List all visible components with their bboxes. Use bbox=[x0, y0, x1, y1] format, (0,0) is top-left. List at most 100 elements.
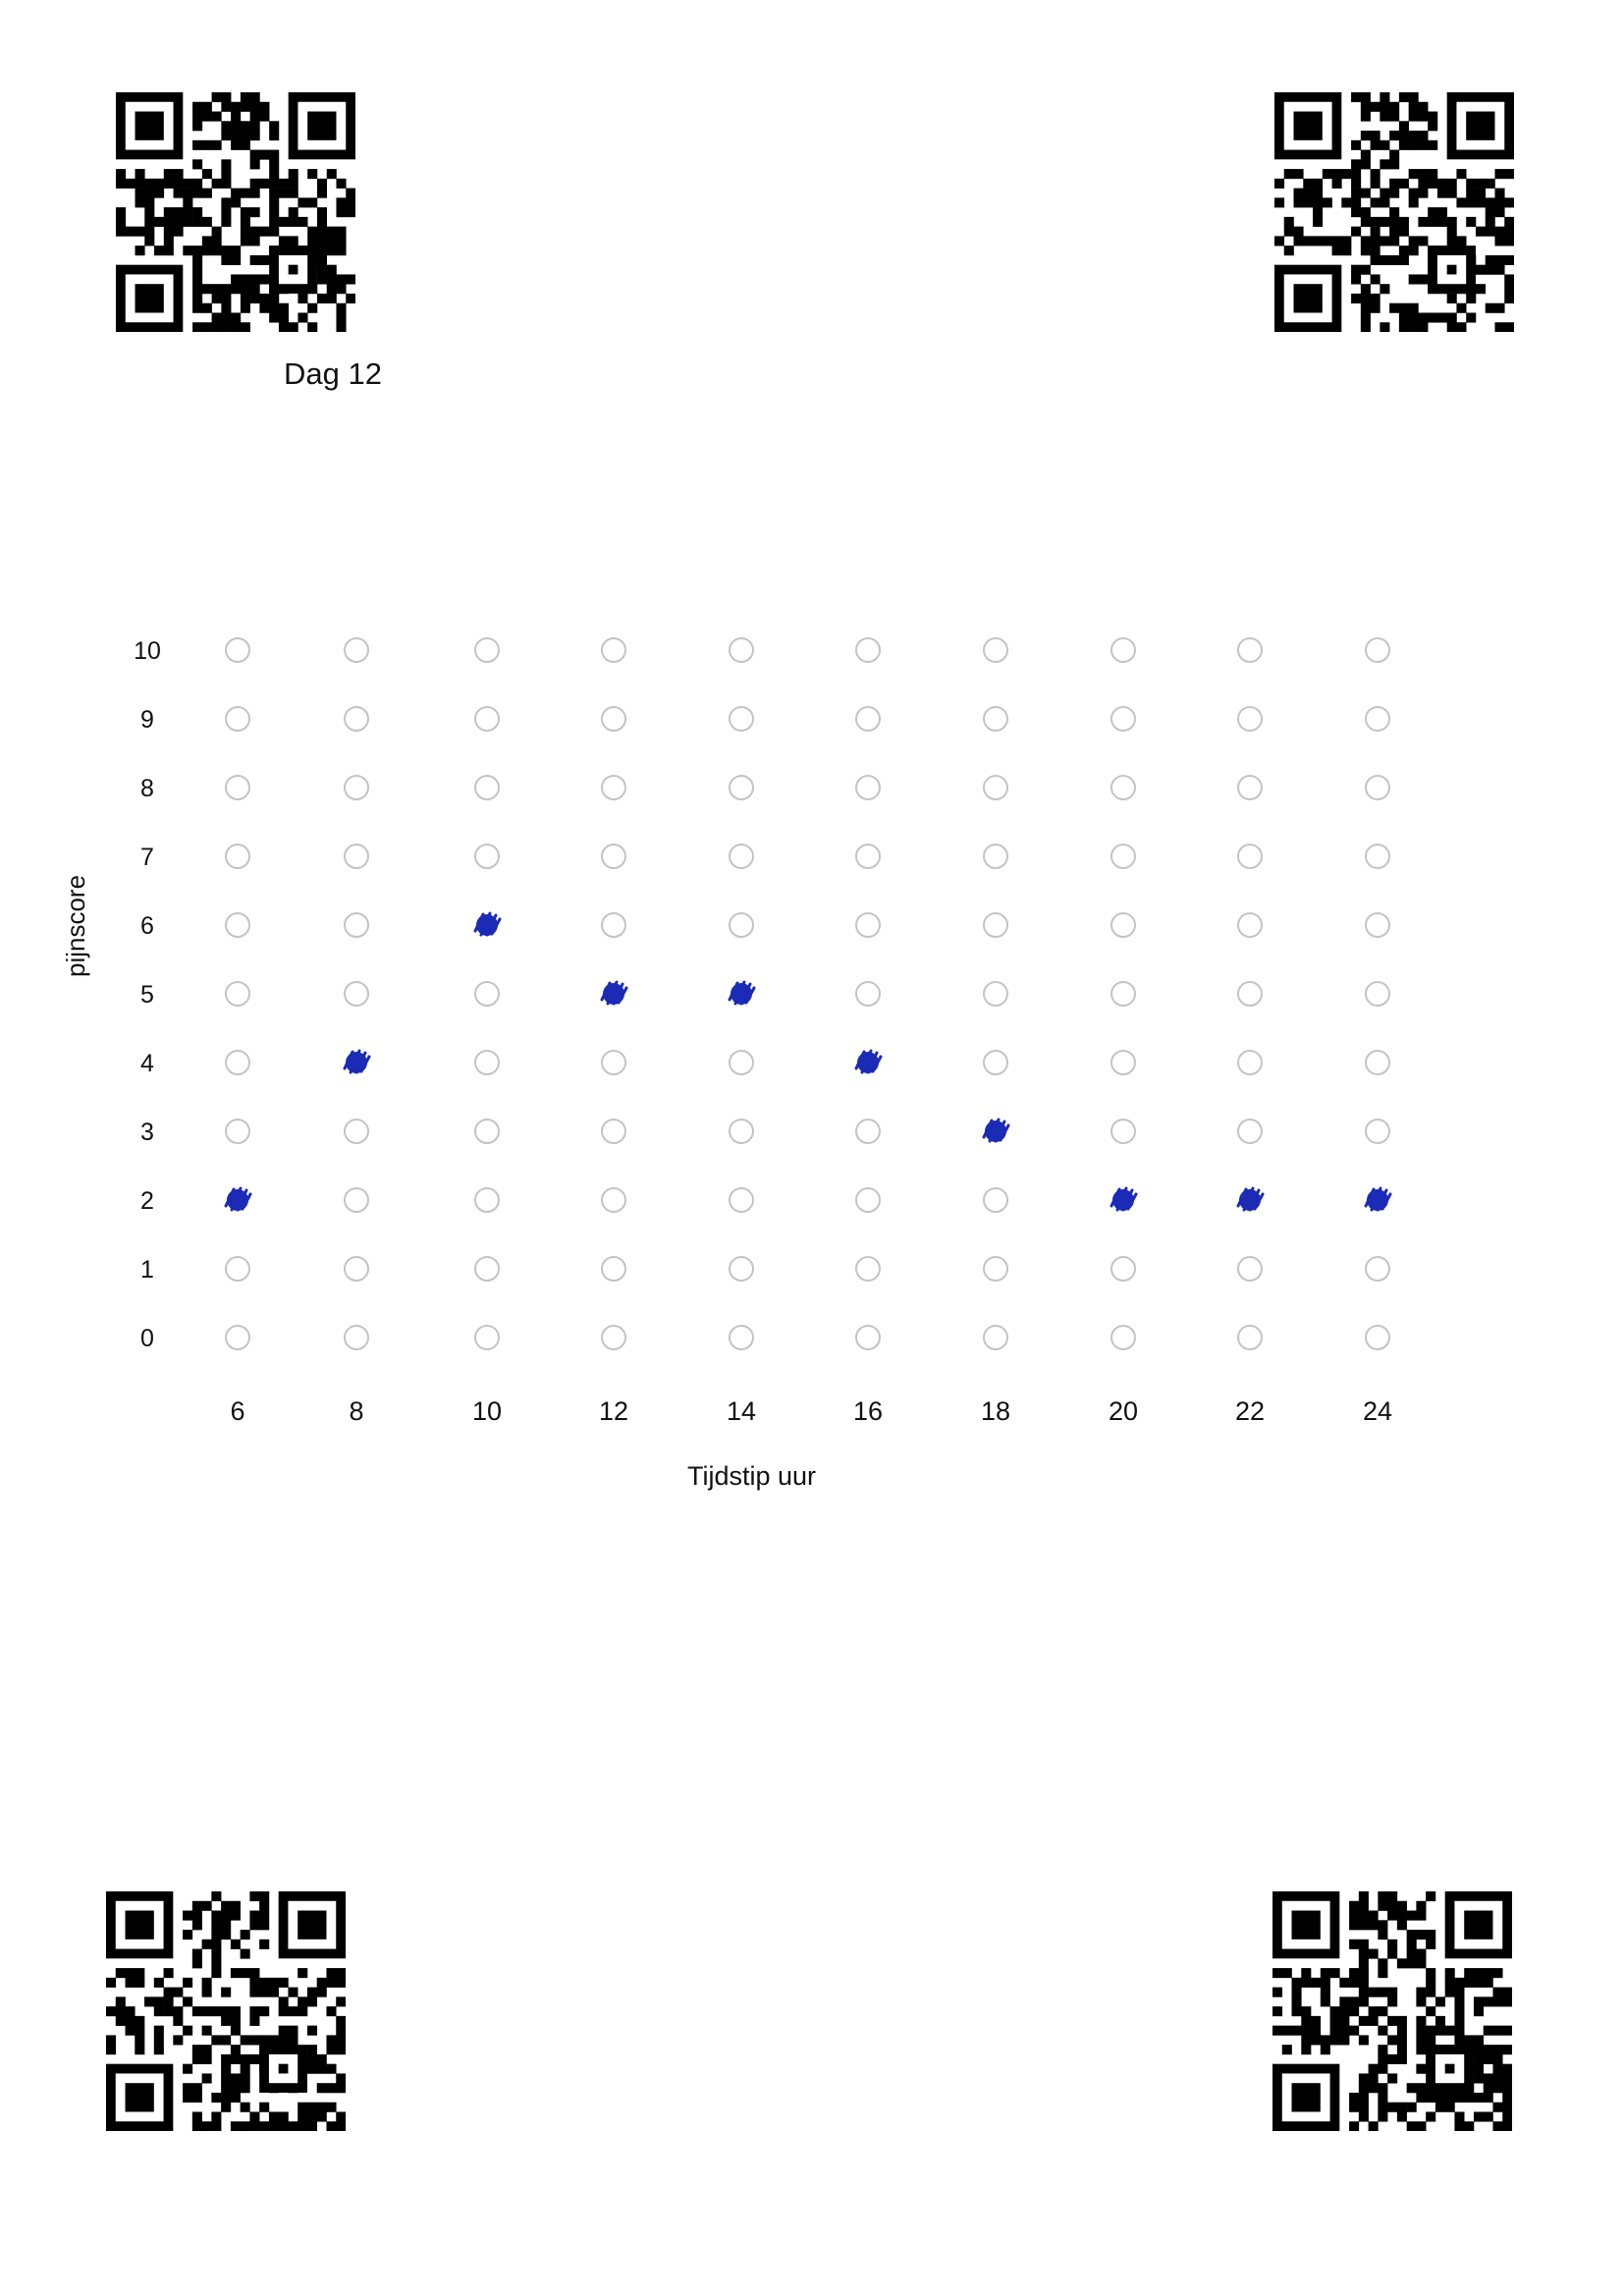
empty-score-circle[interactable] bbox=[1237, 637, 1263, 663]
empty-score-circle[interactable] bbox=[601, 1187, 626, 1213]
marked-score-point[interactable] bbox=[600, 980, 628, 1006]
empty-score-circle[interactable] bbox=[601, 775, 626, 800]
empty-score-circle[interactable] bbox=[1237, 912, 1263, 938]
empty-score-circle[interactable] bbox=[601, 706, 626, 732]
empty-score-circle[interactable] bbox=[729, 1325, 754, 1350]
empty-score-circle[interactable] bbox=[601, 912, 626, 938]
empty-score-circle[interactable] bbox=[729, 1050, 754, 1075]
empty-score-circle[interactable] bbox=[1110, 1256, 1136, 1282]
empty-score-circle[interactable] bbox=[1110, 981, 1136, 1007]
empty-score-circle[interactable] bbox=[601, 844, 626, 869]
empty-score-circle[interactable] bbox=[729, 775, 754, 800]
empty-score-circle[interactable] bbox=[983, 775, 1008, 800]
empty-score-circle[interactable] bbox=[729, 912, 754, 938]
empty-score-circle[interactable] bbox=[1365, 844, 1390, 869]
empty-score-circle[interactable] bbox=[225, 1256, 250, 1282]
empty-score-circle[interactable] bbox=[855, 1256, 881, 1282]
empty-score-circle[interactable] bbox=[1110, 1325, 1136, 1350]
empty-score-circle[interactable] bbox=[1237, 844, 1263, 869]
empty-score-circle[interactable] bbox=[225, 1119, 250, 1144]
empty-score-circle[interactable] bbox=[225, 1325, 250, 1350]
empty-score-circle[interactable] bbox=[601, 1325, 626, 1350]
empty-score-circle[interactable] bbox=[983, 637, 1008, 663]
empty-score-circle[interactable] bbox=[983, 1325, 1008, 1350]
empty-score-circle[interactable] bbox=[983, 912, 1008, 938]
empty-score-circle[interactable] bbox=[344, 1187, 369, 1213]
empty-score-circle[interactable] bbox=[983, 1187, 1008, 1213]
empty-score-circle[interactable] bbox=[1110, 912, 1136, 938]
empty-score-circle[interactable] bbox=[729, 637, 754, 663]
marked-score-point[interactable] bbox=[1364, 1186, 1392, 1212]
empty-score-circle[interactable] bbox=[983, 1050, 1008, 1075]
empty-score-circle[interactable] bbox=[983, 706, 1008, 732]
empty-score-circle[interactable] bbox=[1110, 775, 1136, 800]
empty-score-circle[interactable] bbox=[855, 775, 881, 800]
marked-score-point[interactable] bbox=[343, 1049, 371, 1074]
marked-score-point[interactable] bbox=[1236, 1186, 1265, 1212]
empty-score-circle[interactable] bbox=[1365, 706, 1390, 732]
empty-score-circle[interactable] bbox=[1365, 912, 1390, 938]
empty-score-circle[interactable] bbox=[474, 981, 500, 1007]
empty-score-circle[interactable] bbox=[729, 844, 754, 869]
empty-score-circle[interactable] bbox=[855, 981, 881, 1007]
empty-score-circle[interactable] bbox=[1110, 844, 1136, 869]
empty-score-circle[interactable] bbox=[225, 775, 250, 800]
marked-score-point[interactable] bbox=[728, 980, 756, 1006]
empty-score-circle[interactable] bbox=[1365, 1256, 1390, 1282]
empty-score-circle[interactable] bbox=[474, 844, 500, 869]
empty-score-circle[interactable] bbox=[474, 1187, 500, 1213]
empty-score-circle[interactable] bbox=[1237, 706, 1263, 732]
marked-score-point[interactable] bbox=[854, 1049, 883, 1074]
empty-score-circle[interactable] bbox=[1237, 1119, 1263, 1144]
empty-score-circle[interactable] bbox=[1110, 1050, 1136, 1075]
empty-score-circle[interactable] bbox=[1110, 637, 1136, 663]
empty-score-circle[interactable] bbox=[729, 1119, 754, 1144]
empty-score-circle[interactable] bbox=[474, 775, 500, 800]
empty-score-circle[interactable] bbox=[983, 1256, 1008, 1282]
empty-score-circle[interactable] bbox=[1365, 981, 1390, 1007]
empty-score-circle[interactable] bbox=[729, 1256, 754, 1282]
empty-score-circle[interactable] bbox=[344, 775, 369, 800]
empty-score-circle[interactable] bbox=[855, 706, 881, 732]
empty-score-circle[interactable] bbox=[1365, 775, 1390, 800]
empty-score-circle[interactable] bbox=[474, 1256, 500, 1282]
empty-score-circle[interactable] bbox=[729, 1187, 754, 1213]
empty-score-circle[interactable] bbox=[1110, 1119, 1136, 1144]
empty-score-circle[interactable] bbox=[1110, 706, 1136, 732]
empty-score-circle[interactable] bbox=[344, 844, 369, 869]
empty-score-circle[interactable] bbox=[601, 637, 626, 663]
empty-score-circle[interactable] bbox=[855, 1119, 881, 1144]
empty-score-circle[interactable] bbox=[225, 912, 250, 938]
empty-score-circle[interactable] bbox=[1237, 1325, 1263, 1350]
marked-score-point[interactable] bbox=[1110, 1186, 1138, 1212]
empty-score-circle[interactable] bbox=[225, 981, 250, 1007]
empty-score-circle[interactable] bbox=[344, 637, 369, 663]
empty-score-circle[interactable] bbox=[474, 1119, 500, 1144]
empty-score-circle[interactable] bbox=[344, 1325, 369, 1350]
marked-score-point[interactable] bbox=[982, 1118, 1010, 1143]
empty-score-circle[interactable] bbox=[1237, 1050, 1263, 1075]
empty-score-circle[interactable] bbox=[601, 1050, 626, 1075]
empty-score-circle[interactable] bbox=[1237, 981, 1263, 1007]
empty-score-circle[interactable] bbox=[1365, 1119, 1390, 1144]
empty-score-circle[interactable] bbox=[983, 844, 1008, 869]
empty-score-circle[interactable] bbox=[1365, 1325, 1390, 1350]
empty-score-circle[interactable] bbox=[225, 844, 250, 869]
empty-score-circle[interactable] bbox=[344, 1119, 369, 1144]
empty-score-circle[interactable] bbox=[601, 1119, 626, 1144]
empty-score-circle[interactable] bbox=[855, 912, 881, 938]
marked-score-point[interactable] bbox=[224, 1186, 252, 1212]
empty-score-circle[interactable] bbox=[855, 637, 881, 663]
empty-score-circle[interactable] bbox=[855, 1187, 881, 1213]
empty-score-circle[interactable] bbox=[1365, 1050, 1390, 1075]
empty-score-circle[interactable] bbox=[344, 1256, 369, 1282]
empty-score-circle[interactable] bbox=[225, 1050, 250, 1075]
marked-score-point[interactable] bbox=[473, 911, 502, 937]
empty-score-circle[interactable] bbox=[344, 706, 369, 732]
empty-score-circle[interactable] bbox=[344, 912, 369, 938]
empty-score-circle[interactable] bbox=[855, 1325, 881, 1350]
empty-score-circle[interactable] bbox=[474, 706, 500, 732]
empty-score-circle[interactable] bbox=[474, 637, 500, 663]
empty-score-circle[interactable] bbox=[1237, 1256, 1263, 1282]
empty-score-circle[interactable] bbox=[474, 1050, 500, 1075]
